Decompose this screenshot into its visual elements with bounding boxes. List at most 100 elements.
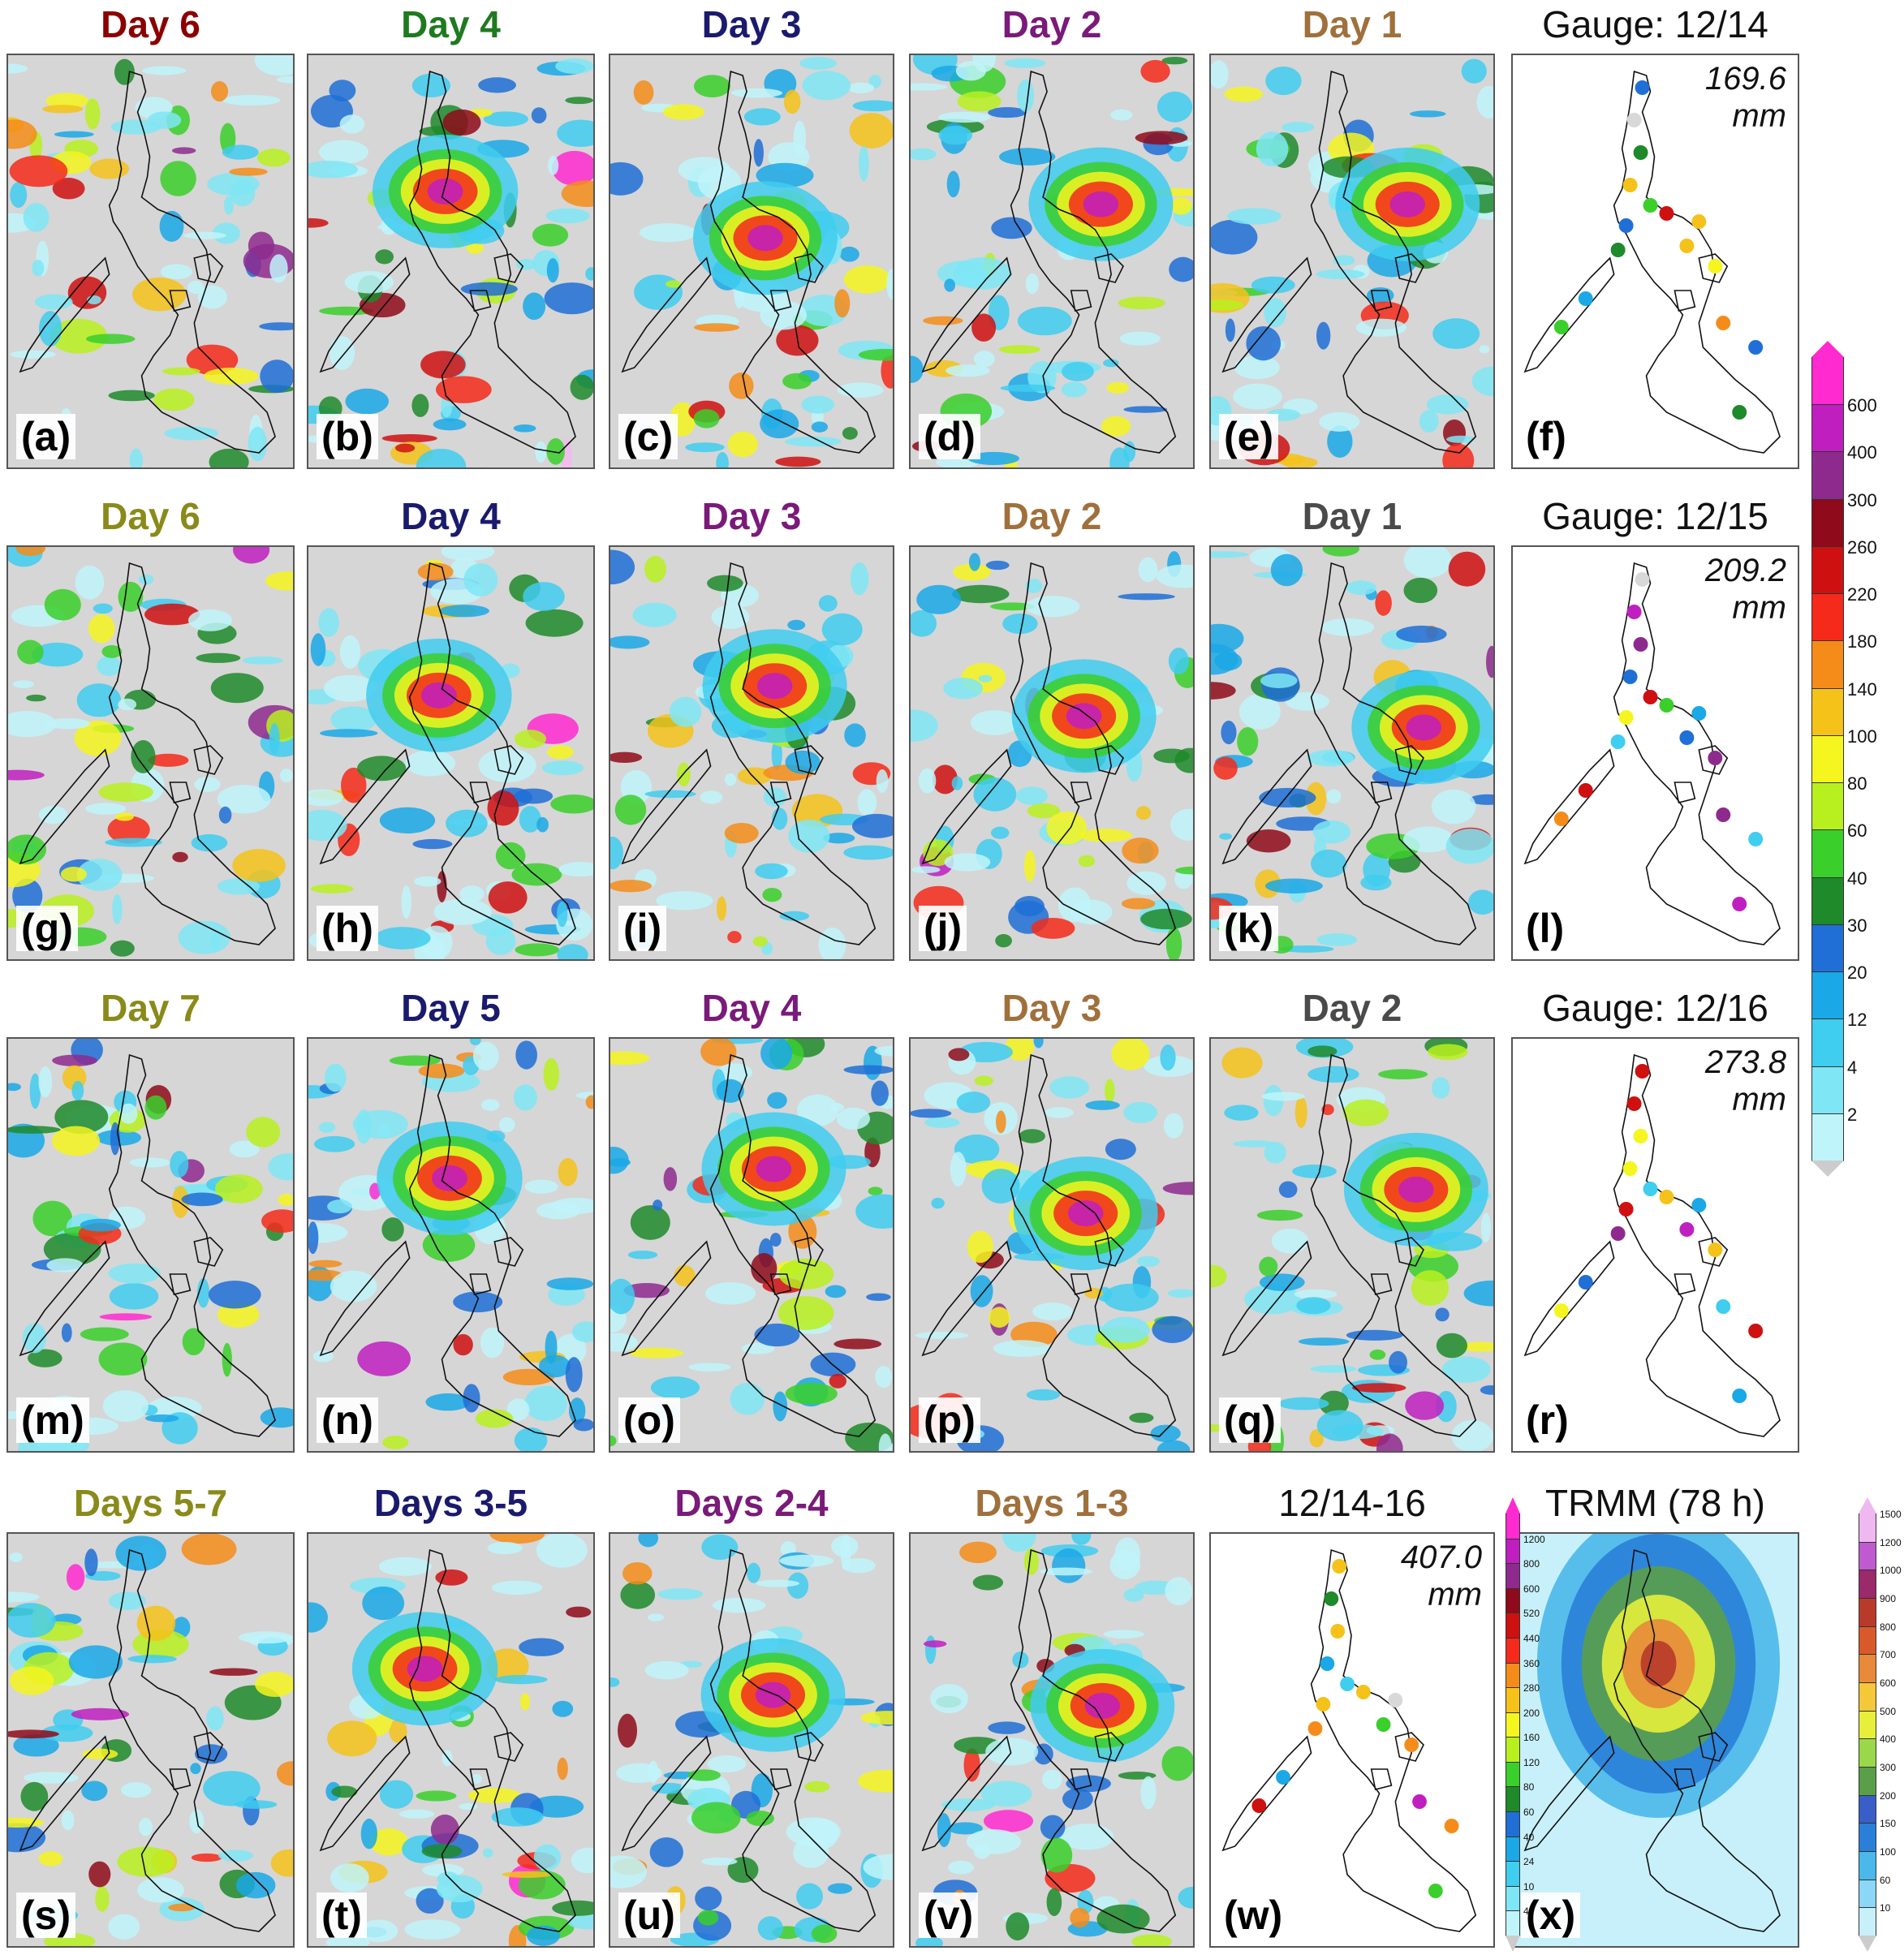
rain-cell bbox=[943, 677, 984, 700]
rain-cell bbox=[639, 223, 696, 243]
rain-cell bbox=[1271, 1228, 1308, 1254]
rain-cell bbox=[585, 1095, 593, 1109]
storm-core bbox=[756, 1156, 792, 1182]
storm-core bbox=[1066, 703, 1102, 730]
panel-x: TRMM (78 h) (x) bbox=[1511, 1479, 1799, 1948]
colorbar-segment bbox=[1859, 1626, 1876, 1656]
gauge-station bbox=[1618, 1202, 1634, 1216]
rain-cell bbox=[533, 1844, 561, 1871]
gauge-station bbox=[1330, 1624, 1346, 1638]
gauge-station bbox=[1748, 1324, 1764, 1338]
colorbar-accumulated: 4 10 24 40 60 80 120 160 200 280 360 440 520 600 800 12… bbox=[1506, 1497, 1546, 1952]
rain-cell bbox=[573, 1419, 593, 1432]
rain-cell bbox=[421, 1844, 463, 1858]
rain-cell bbox=[138, 1817, 153, 1837]
rain-cell bbox=[851, 813, 893, 838]
rain-cell bbox=[1070, 1907, 1090, 1928]
rain-cell bbox=[990, 826, 1010, 839]
rain-cell bbox=[541, 760, 584, 776]
gauge-station bbox=[1578, 291, 1593, 306]
rain-cell bbox=[339, 635, 361, 669]
colorbar-tick: 1000 bbox=[1880, 1565, 1902, 1577]
panel-title: Day 3 bbox=[701, 495, 802, 537]
rain-cell bbox=[911, 866, 941, 873]
rain-cell bbox=[803, 1818, 839, 1849]
rain-cell bbox=[1282, 456, 1318, 467]
rain-cell bbox=[26, 694, 46, 702]
rain-cell bbox=[1123, 1588, 1144, 1602]
rain-cell bbox=[967, 451, 1019, 465]
rain-cell bbox=[620, 1581, 656, 1609]
rain-cell bbox=[923, 1640, 947, 1647]
rain-cell bbox=[255, 1671, 293, 1698]
coastline bbox=[1221, 1053, 1477, 1437]
rain-cell bbox=[938, 125, 972, 145]
rain-cell bbox=[1480, 1212, 1492, 1242]
rain-cell bbox=[34, 294, 73, 310]
rain-cell bbox=[114, 812, 134, 821]
coastline bbox=[1523, 1053, 1781, 1437]
rain-cell bbox=[144, 603, 200, 626]
rain-cell bbox=[1101, 416, 1131, 437]
rain-cell bbox=[1027, 803, 1061, 819]
rain-cell bbox=[8, 1126, 61, 1134]
rain-cell bbox=[855, 1194, 893, 1229]
rainfall-map: (b) bbox=[307, 54, 595, 469]
rain-cell bbox=[827, 1883, 853, 1894]
gauge-station bbox=[1355, 1685, 1371, 1699]
rain-cell bbox=[557, 1757, 568, 1781]
gauge-station bbox=[1691, 214, 1707, 229]
rain-cell bbox=[760, 1039, 793, 1070]
colorbar-segment bbox=[1811, 1018, 1844, 1067]
rain-cell bbox=[127, 1655, 177, 1664]
rain-cell bbox=[875, 1365, 893, 1389]
colorbar-tick: 120 bbox=[1523, 1756, 1540, 1768]
rain-cell bbox=[610, 161, 644, 196]
colorbar-segment bbox=[1506, 1836, 1520, 1862]
rain-cell bbox=[787, 619, 806, 631]
rain-cell bbox=[172, 851, 188, 863]
rain-cell bbox=[1002, 1534, 1036, 1552]
rain-cell bbox=[1405, 1391, 1445, 1420]
colorbar-tick: 900 bbox=[1880, 1593, 1897, 1604]
gauge-station bbox=[1633, 637, 1648, 652]
rain-cell bbox=[144, 1095, 167, 1120]
rain-cell bbox=[886, 269, 893, 300]
colorbar-segment bbox=[1811, 876, 1844, 925]
rain-cell bbox=[61, 1810, 75, 1831]
panel-label: (c) bbox=[618, 414, 678, 459]
colorbar-tick: 300 bbox=[1847, 489, 1877, 510]
rain-cell bbox=[545, 1330, 558, 1364]
rain-cell bbox=[308, 1221, 319, 1255]
rain-cell bbox=[782, 372, 812, 390]
rain-cell bbox=[318, 140, 369, 165]
rain-cell bbox=[970, 710, 1019, 735]
panel-label: (e) bbox=[1219, 414, 1279, 459]
rain-cell bbox=[839, 246, 859, 262]
rain-cell bbox=[379, 807, 436, 834]
rain-cell bbox=[1376, 1433, 1403, 1451]
rain-cell bbox=[1052, 1548, 1086, 1583]
rain-cell bbox=[187, 280, 205, 295]
coastline bbox=[621, 1548, 877, 1932]
panel-k: Day 1 (k) bbox=[1209, 492, 1495, 961]
rain-cell bbox=[610, 1051, 650, 1066]
max-amount: 407.0 mm bbox=[1401, 1539, 1482, 1613]
rain-cell bbox=[1119, 331, 1161, 346]
rain-cell bbox=[108, 1914, 140, 1940]
rain-cell bbox=[109, 1283, 159, 1310]
gauge-station bbox=[1553, 320, 1569, 334]
rain-cell bbox=[1436, 1333, 1468, 1359]
rain-cell bbox=[930, 1684, 968, 1714]
rain-cell bbox=[844, 723, 866, 747]
rain-cell bbox=[972, 1574, 1004, 1591]
rain-cell bbox=[389, 1055, 441, 1066]
rain-cell bbox=[610, 1677, 620, 1687]
rain-cell bbox=[860, 1711, 893, 1725]
rain-cell bbox=[1256, 1209, 1303, 1221]
rain-cell bbox=[610, 836, 623, 870]
rain-cell bbox=[357, 1341, 411, 1376]
colorbar-segment bbox=[1859, 1514, 1876, 1543]
rain-cell bbox=[779, 911, 810, 921]
rain-cell bbox=[441, 547, 495, 562]
